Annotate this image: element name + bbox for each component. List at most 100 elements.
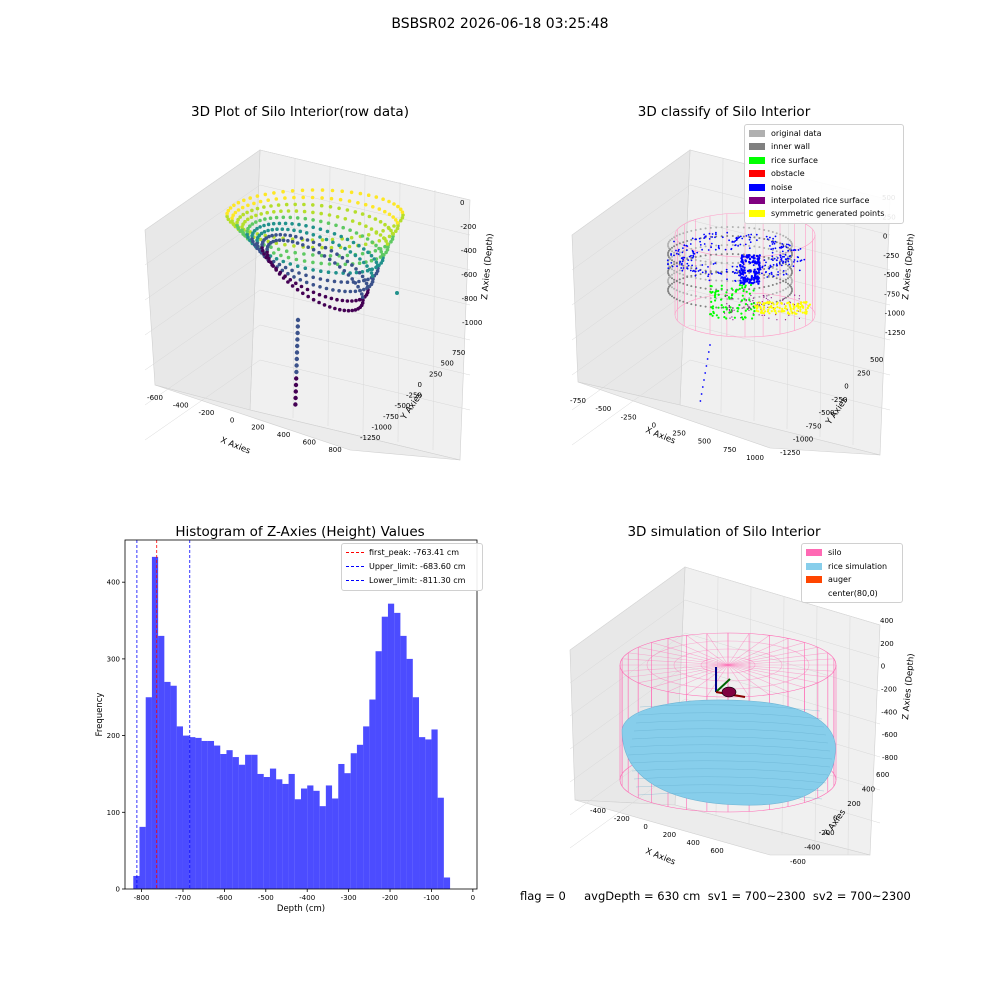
noise-point [667,263,669,265]
noise-point [797,249,800,251]
raw-point [346,308,351,313]
rice-surface-point [725,291,728,294]
raw-point [338,307,342,312]
raw-point [281,276,286,280]
raw-point [324,286,329,291]
noise-point [724,248,727,251]
raw-point [279,253,283,258]
noise-point [775,263,778,266]
noise-point [782,260,785,263]
noise-point [682,247,684,249]
noise-point [705,365,708,367]
wall-point [767,247,770,250]
raw-point [281,238,286,243]
wall-point [758,237,761,240]
legend-label: auger [828,575,852,584]
raw-point [236,208,241,212]
wall-point [673,245,676,248]
wall-point [731,253,734,255]
raw-point [231,222,235,226]
symmetric-point [804,308,807,311]
wall-point [737,253,740,256]
wall-point [673,281,676,284]
symmetric-point [793,311,796,314]
raw-point [330,188,335,193]
raw-point [360,274,365,279]
wall-point [788,266,791,269]
rice-surface-point [717,289,720,293]
wall-point [678,269,681,272]
raw-point [342,269,347,273]
classify-ztick: -500 [884,271,900,279]
wall-point [667,254,670,257]
raw-point [318,227,323,231]
interpolated-point [783,303,785,305]
classify-ztick: -250 [883,252,899,260]
raw-point [250,236,254,241]
noise-point [738,269,741,272]
raw-point [277,238,282,242]
raw-point [319,203,324,208]
wall-point [788,248,791,251]
raw-point [286,209,291,213]
noise-point [676,265,678,268]
raw-point [225,214,229,219]
raw-point [401,213,405,217]
noise-point [769,236,771,239]
rice-surface-point [728,311,731,314]
raw-point [324,237,329,242]
raw-point [328,257,332,262]
noise-point [758,254,761,257]
raw-point [353,281,358,285]
wall-point [715,288,718,291]
wall-point [699,246,702,249]
raw-point [369,271,374,275]
interpolated-point [731,316,733,318]
raw-point [241,222,245,226]
wall-point [731,280,734,282]
wall-point [742,306,745,309]
raw-ytick: -750 [383,413,399,421]
noise-point [778,246,781,249]
raw-point [311,203,315,207]
noise-point [743,266,746,269]
reference-lines [136,540,191,889]
rice-surface-point [730,287,733,290]
wall-point [690,294,693,297]
wall-point [775,291,778,294]
noise-point [736,272,738,274]
noise-point [781,255,784,258]
raw-point [255,194,260,198]
raw-point [322,303,327,307]
interpolated-point [729,317,731,319]
legend-item: rice simulation [806,560,898,574]
noise-point [781,260,783,262]
wall-point [763,268,766,270]
raw-point [311,260,315,265]
wall-point [790,251,793,254]
raw-point [328,205,333,209]
noise-point [790,249,793,252]
raw-point [362,287,366,292]
wall-point [790,278,793,281]
symmetric-point [762,312,765,315]
wall-point [771,293,774,295]
noise-point [770,248,773,251]
wall-point [763,256,766,258]
histogram-chart: -800 -700 -600 -500 -400 -300 -200 -100 0 0 100 20… [95,539,478,914]
raw-point [331,240,335,245]
wall-point [704,245,707,248]
raw-point [280,227,285,231]
noise-point [773,242,776,245]
interpolated-point [789,302,791,304]
raw-point [343,289,347,294]
noise-point [708,279,711,282]
rice-surface-point [737,307,740,310]
classify-ytick: 0 [844,383,848,391]
noise-point [734,240,737,242]
wall-point [675,234,678,237]
noise-point [741,265,744,268]
simulation-plot-title: 3D simulation of Silo Interior [627,524,821,540]
raw-point [245,210,249,215]
raw-point [335,215,340,219]
